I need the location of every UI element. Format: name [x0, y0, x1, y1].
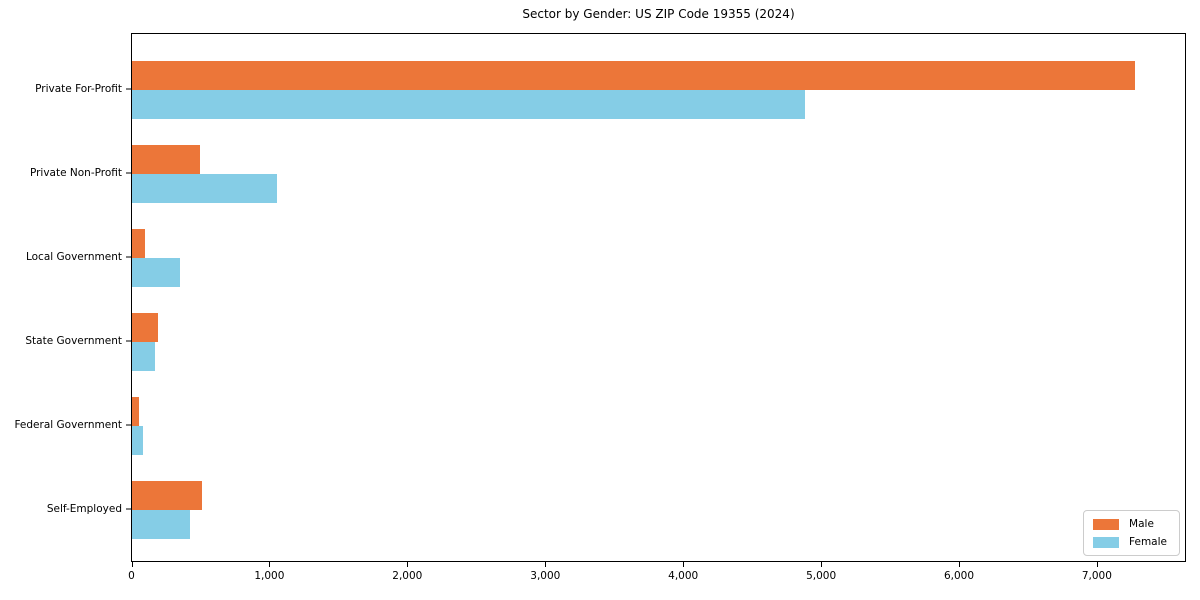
legend-label-female: Female	[1129, 536, 1167, 548]
y-axis-label: Private Non-Profit	[29, 167, 122, 180]
legend: Male Female	[1083, 510, 1180, 556]
x-tick-mark	[407, 562, 409, 567]
x-tick-mark	[959, 562, 960, 567]
female-series-swatch-icon	[1093, 536, 1120, 548]
x-axis-label: 6,000	[943, 570, 975, 582]
bar-male-private-for-profit	[132, 61, 1135, 91]
bar-male-state-government	[132, 312, 159, 342]
y-tick-mark	[126, 256, 131, 258]
y-tick-mark	[126, 172, 131, 174]
y-tick-mark	[126, 508, 131, 510]
chart-title: Sector by Gender: US ZIP Code 19355 (202…	[522, 7, 795, 21]
bar-male-private-non-profit	[132, 145, 201, 175]
legend-item-male: Male	[1093, 518, 1167, 530]
x-axis-label: 7,000	[1081, 570, 1112, 582]
bar-male-self-employed	[132, 480, 202, 510]
x-tick-mark	[1096, 562, 1098, 567]
x-tick-mark	[131, 562, 133, 567]
bar-female-state-government	[132, 341, 156, 371]
bar-male-local-government	[132, 229, 146, 258]
bar-female-federal-government	[132, 425, 143, 455]
y-axis-label: Private For-Profit	[35, 83, 122, 96]
male-series-swatch-icon	[1093, 518, 1120, 530]
legend-item-female: Female	[1093, 536, 1167, 548]
bar-female-private-for-profit	[132, 90, 805, 120]
y-axis-label: Federal Government	[14, 418, 122, 431]
plot-area: Male Female	[131, 33, 1186, 562]
x-axis-label: 0	[128, 570, 135, 582]
x-tick-mark	[545, 562, 547, 567]
legend-label-male: Male	[1129, 518, 1154, 530]
x-axis-label: 5,000	[806, 570, 837, 582]
y-tick-mark	[126, 88, 131, 90]
y-axis-label: State Government	[25, 334, 122, 347]
x-axis-label: 2,000	[392, 570, 423, 582]
x-axis-label: 4,000	[668, 570, 699, 582]
y-tick-mark	[126, 424, 131, 426]
bar-male-federal-government	[132, 396, 139, 426]
bar-female-private-non-profit	[132, 174, 277, 204]
bar-female-self-employed	[132, 509, 190, 539]
bar-female-local-government	[132, 258, 181, 287]
x-tick-mark	[269, 562, 271, 567]
y-axis-label: Local Government	[25, 251, 122, 263]
x-axis-label: 3,000	[530, 570, 561, 582]
y-axis-label: Self-Employed	[46, 502, 122, 515]
x-tick-mark	[821, 562, 823, 567]
x-tick-mark	[683, 562, 685, 567]
x-axis-label: 1,000	[254, 570, 285, 582]
y-tick-mark	[126, 340, 131, 342]
